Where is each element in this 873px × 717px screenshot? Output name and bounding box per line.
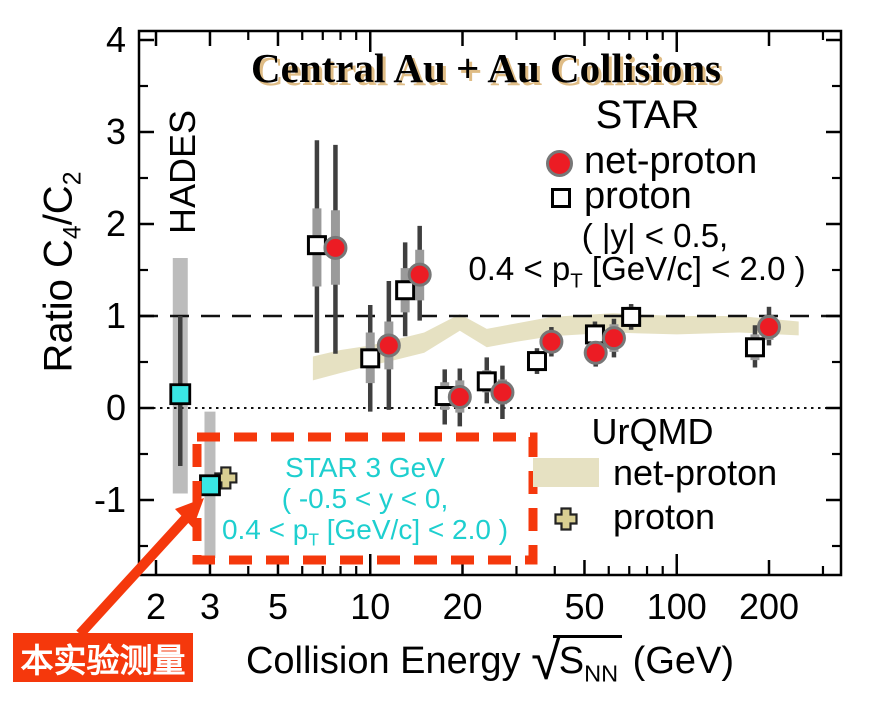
x-label-subscript: NN [584, 660, 619, 687]
annotation-box-outline [192, 432, 538, 565]
star-cut-line1: ( |y| < 0.5, [581, 217, 729, 254]
x-tick-label: 20 [442, 586, 482, 627]
x-tick-label: 3 [200, 586, 220, 627]
x-tick-label: 50 [564, 586, 604, 627]
callout-arrow-shaft [76, 513, 191, 638]
urqmd-legend-title: UrQMD [591, 411, 714, 452]
cut-line2-suffix: [GeV/c] < 2.0 ) [582, 250, 806, 287]
callout-text: 本实验测量 [20, 641, 186, 679]
data-point-net-proton [407, 262, 432, 287]
annotation-line3-prefix: 0.4 < p [221, 514, 309, 545]
data-point-net-proton [583, 340, 608, 365]
star-legend-title: STAR [595, 93, 700, 137]
x-tick-label: 200 [739, 586, 799, 627]
y-label-sub2: 2 [59, 171, 87, 186]
cross-marker-icon [554, 507, 578, 531]
annotation-line1: STAR 3 GeV [285, 452, 445, 483]
annotation-line3-sub: T [308, 529, 319, 550]
star-net-proton-label: net-proton [584, 140, 758, 182]
chart-title: Central Au + Au Collisions [251, 45, 721, 91]
annotation-line3-suffix: [GeV/c] < 2.0 ) [318, 514, 509, 545]
x-tick-label: 5 [268, 586, 288, 627]
y-label-sub1: 4 [59, 225, 87, 240]
data-point-proton [621, 306, 642, 327]
urqmd-band-swatch-icon [533, 458, 599, 487]
annotation-line3: 0.4 < pT [GeV/c] < 2.0 ) [190, 514, 540, 551]
data-point-proton [360, 348, 381, 369]
data-point-net-proton [323, 235, 348, 260]
data-point-proton [526, 351, 547, 372]
annotation-line2: ( -0.5 < y < 0, [281, 483, 449, 514]
x-axis-label: Collision Energy √SNN (GeV) [120, 630, 860, 692]
y-tick-label: 3 [106, 111, 126, 152]
data-point-proton [476, 371, 497, 392]
urqmd-proton-label: proton [613, 496, 716, 537]
data-point-urqmd-proton [214, 466, 238, 490]
proton-marker-icon [551, 188, 571, 208]
x-label-symbol: S [558, 640, 585, 682]
data-point-proton [744, 337, 765, 358]
data-point-proton [395, 280, 416, 301]
star-cut-line2: 0.4 < pT [GeV/c] < 2.0 ) [440, 250, 834, 294]
callout-arrow-head-icon [175, 498, 204, 528]
y-tick-label: 4 [106, 19, 126, 60]
cut-line2-prefix: 0.4 < p [468, 250, 571, 287]
hades-label: HADES [162, 109, 203, 235]
data-point-proton [306, 235, 327, 256]
data-point-net-proton [601, 326, 626, 351]
y-axis-label: Ratio C4/C2 [37, 172, 88, 373]
star-proton-label: proton [584, 175, 692, 217]
y-tick-label: 0 [106, 387, 126, 428]
x-label-suffix: (GeV) [622, 640, 735, 682]
urqmd-net-proton-band [312, 313, 799, 381]
x-label-prefix: Collision Energy [245, 640, 532, 682]
y-label-mid: /C [36, 185, 81, 226]
data-point-net-proton [447, 384, 472, 409]
data-point-cyan [169, 383, 192, 406]
y-tick-label: -1 [94, 479, 126, 520]
data-point-net-proton [490, 380, 515, 405]
cut-line2-sub: T [570, 269, 583, 293]
data-point-net-proton [757, 315, 781, 340]
data-point-proton [584, 324, 605, 345]
y-label-prefix: Ratio C [36, 239, 81, 373]
data-point-net-proton [376, 333, 401, 358]
urqmd-net-proton-label: net-proton [613, 452, 778, 493]
radical-sign: √ [531, 631, 561, 691]
data-point-net-proton [539, 329, 564, 354]
x-tick-label: 10 [350, 586, 390, 627]
net-proton-marker-icon [546, 150, 573, 177]
y-tick-label: 2 [106, 203, 126, 244]
plot-frame [137, 29, 843, 577]
x-tick-label: 100 [647, 586, 707, 627]
callout-label: 本实验测量 [13, 633, 193, 682]
x-tick-label: 2 [146, 586, 166, 627]
y-tick-label: 1 [106, 295, 126, 336]
